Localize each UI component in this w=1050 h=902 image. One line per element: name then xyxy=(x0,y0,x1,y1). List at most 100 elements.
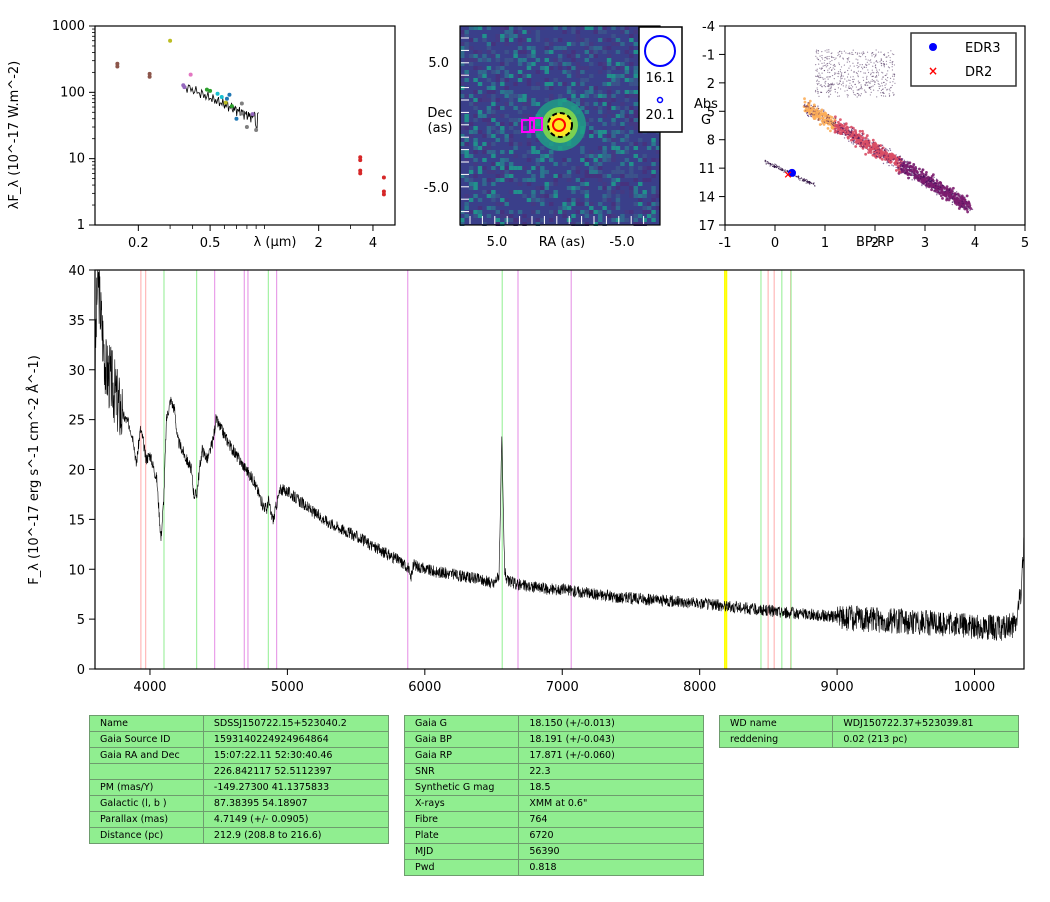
noise-pixel xyxy=(473,78,478,82)
noise-pixel xyxy=(571,190,576,194)
noise-pixel xyxy=(491,42,496,46)
hr-density-point xyxy=(911,174,914,177)
noise-pixel xyxy=(513,30,518,34)
noise-pixel xyxy=(500,178,505,182)
hr-density-point xyxy=(780,167,782,169)
noise-pixel xyxy=(633,82,638,86)
noise-pixel xyxy=(633,126,638,130)
noise-pixel xyxy=(549,86,554,90)
noise-pixel xyxy=(522,74,527,78)
hr-density-point xyxy=(850,142,853,144)
hr-density-point xyxy=(889,94,891,97)
hr-density-point xyxy=(891,164,893,166)
hr-density-point xyxy=(867,69,869,71)
table-value: 17.871 (+/-0.060) xyxy=(518,747,704,764)
hr-density-point xyxy=(816,91,819,93)
hr-density-point xyxy=(934,188,936,190)
noise-pixel xyxy=(593,46,598,50)
table-key: Pwd xyxy=(403,859,520,876)
sed-point xyxy=(215,91,220,96)
hr-density-point xyxy=(841,51,843,53)
noise-pixel xyxy=(495,222,501,226)
noise-pixel xyxy=(615,78,621,82)
legend-edr3: EDR3 xyxy=(965,41,1001,56)
noise-pixel xyxy=(629,34,634,38)
noise-pixel xyxy=(468,122,474,126)
noise-pixel xyxy=(629,122,634,126)
table-value: 226.842117 52.5112397 xyxy=(202,763,390,780)
hr-density-point xyxy=(927,180,930,182)
hr-density-point xyxy=(882,154,885,157)
noise-pixel xyxy=(562,158,567,162)
noise-pixel xyxy=(624,26,630,30)
noise-pixel xyxy=(464,138,469,142)
noise-pixel xyxy=(624,74,630,78)
noise-pixel xyxy=(562,202,567,206)
noise-pixel xyxy=(486,194,492,198)
hr-density-point xyxy=(838,95,840,97)
noise-pixel xyxy=(464,194,469,198)
table-value: 1593140224924964864 xyxy=(202,731,390,748)
noise-pixel xyxy=(495,34,501,38)
noise-pixel xyxy=(606,86,612,90)
hr-density-point xyxy=(871,86,873,88)
hr-density-point xyxy=(893,64,895,66)
table-key: X-rays xyxy=(403,795,520,812)
noise-pixel xyxy=(486,150,492,154)
hr-density-point xyxy=(829,76,831,78)
hr-density-point xyxy=(925,183,928,185)
hr-density-point xyxy=(930,179,932,181)
noise-pixel xyxy=(620,74,625,78)
noise-pixel xyxy=(468,182,474,186)
hr-density-point xyxy=(815,52,818,54)
image-ytick-label: -5.0 xyxy=(424,181,449,196)
table-row: Synthetic G mag 18.5 xyxy=(403,779,704,796)
hr-density-point xyxy=(849,52,851,54)
hr-density-point xyxy=(804,105,806,108)
noise-pixel xyxy=(491,118,496,122)
noise-pixel xyxy=(517,62,523,66)
noise-pixel xyxy=(584,162,590,166)
hr-density-point xyxy=(852,81,854,83)
noise-pixel xyxy=(575,98,581,102)
noise-pixel xyxy=(504,62,509,66)
hr-density-point xyxy=(885,158,888,160)
hr-density-point xyxy=(828,51,830,53)
hr-density-point xyxy=(833,78,835,80)
noise-pixel xyxy=(638,222,643,226)
noise-pixel xyxy=(580,66,585,70)
noise-pixel xyxy=(468,154,474,158)
hr-density-point xyxy=(860,87,862,90)
hr-density-point xyxy=(968,204,972,207)
noise-pixel xyxy=(468,62,474,66)
hr-density-point xyxy=(846,76,849,78)
noise-pixel xyxy=(460,174,465,178)
hr-density-point xyxy=(943,189,945,191)
noise-pixel xyxy=(553,58,558,62)
hr-density-point xyxy=(837,71,840,73)
noise-pixel xyxy=(486,26,492,30)
noise-pixel xyxy=(620,62,625,66)
hr-density-point xyxy=(822,65,824,67)
noise-pixel xyxy=(477,50,483,54)
noise-pixel xyxy=(535,102,541,106)
noise-pixel xyxy=(468,46,474,50)
noise-pixel xyxy=(593,162,598,166)
noise-pixel xyxy=(611,190,616,194)
noise-pixel xyxy=(584,26,590,30)
hr-density-point xyxy=(888,67,891,69)
noise-pixel xyxy=(464,214,469,218)
noise-pixel xyxy=(562,174,567,178)
noise-pixel xyxy=(651,170,656,174)
noise-pixel xyxy=(482,94,487,98)
hr-density-point xyxy=(960,198,964,202)
noise-pixel xyxy=(584,202,590,206)
hr-density-point xyxy=(883,53,886,55)
hr-density-point xyxy=(879,156,882,159)
hr-density-point xyxy=(821,50,823,53)
noise-pixel xyxy=(580,202,585,206)
noise-pixel xyxy=(549,210,554,214)
noise-pixel xyxy=(549,202,554,206)
